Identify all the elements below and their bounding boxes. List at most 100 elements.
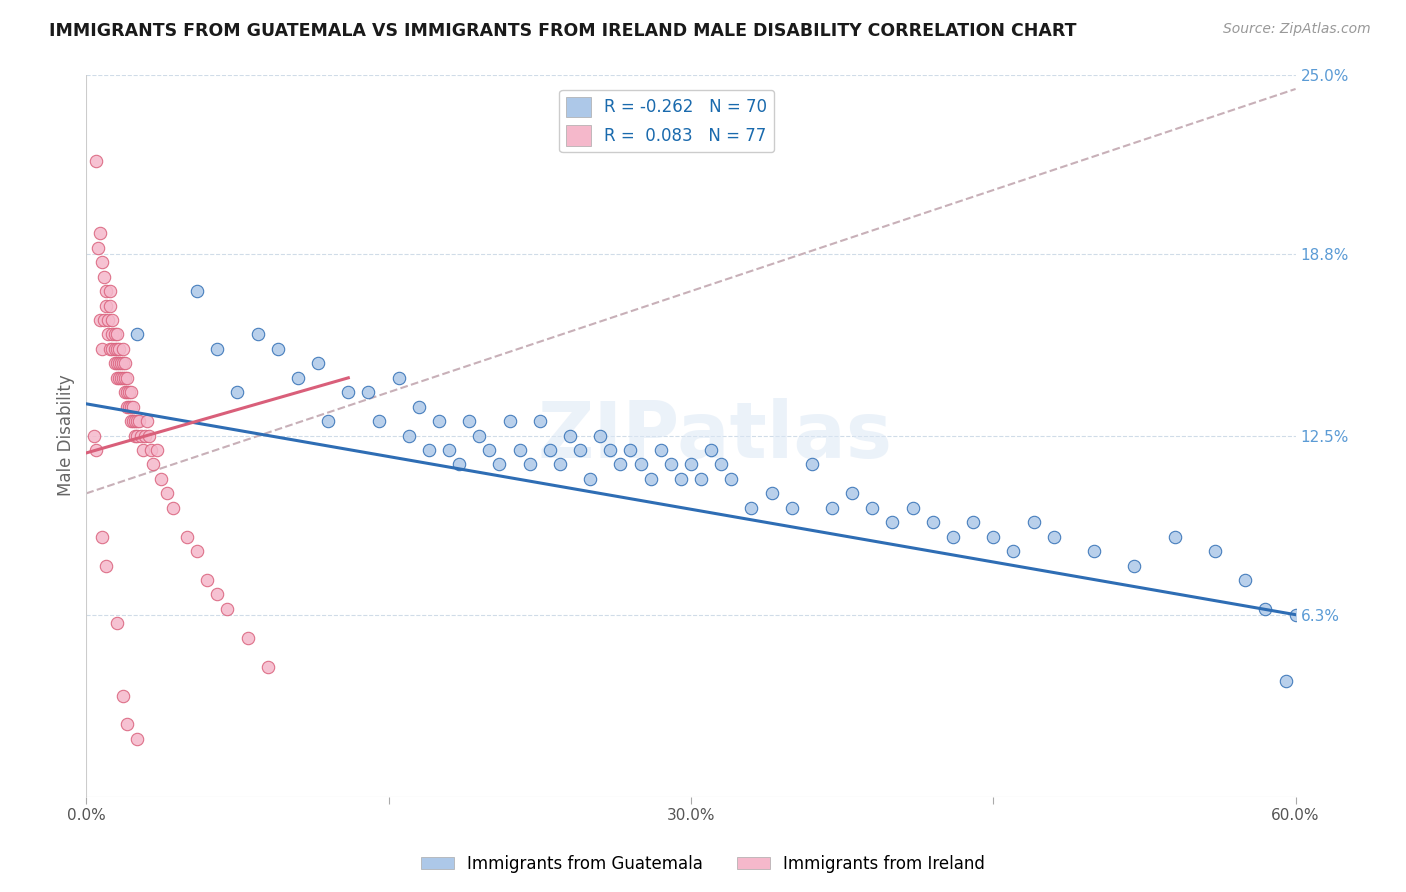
Point — [659, 458, 682, 472]
Point — [529, 414, 551, 428]
Point — [96, 558, 118, 573]
Point — [437, 443, 460, 458]
Point — [780, 500, 803, 515]
Point — [1163, 530, 1185, 544]
Point — [125, 414, 148, 428]
Point — [287, 371, 309, 385]
Point — [337, 385, 360, 400]
Point — [101, 342, 124, 356]
Point — [246, 327, 269, 342]
Point — [114, 385, 136, 400]
Point — [115, 371, 138, 385]
Point — [418, 443, 440, 458]
Point — [114, 371, 136, 385]
Point — [156, 486, 179, 500]
Point — [101, 327, 124, 342]
Point — [398, 428, 420, 442]
Point — [100, 342, 122, 356]
Point — [105, 371, 128, 385]
Point — [162, 500, 184, 515]
Point — [105, 616, 128, 631]
Point — [103, 327, 125, 342]
Point — [901, 500, 924, 515]
Point — [134, 428, 156, 442]
Point — [110, 371, 132, 385]
Point — [1204, 544, 1226, 558]
Point — [1002, 544, 1025, 558]
Point — [841, 486, 863, 500]
Point — [1123, 558, 1146, 573]
Legend: Immigrants from Guatemala, Immigrants from Ireland: Immigrants from Guatemala, Immigrants fr… — [415, 848, 991, 880]
Point — [408, 400, 430, 414]
Point — [107, 356, 129, 370]
Point — [89, 313, 111, 327]
Point — [579, 472, 602, 486]
Point — [146, 443, 169, 458]
Point — [207, 342, 229, 356]
Point — [103, 356, 125, 370]
Point — [89, 227, 111, 241]
Point — [125, 731, 148, 746]
Point — [1234, 573, 1257, 587]
Point — [962, 515, 984, 529]
Point — [105, 356, 128, 370]
Point — [882, 515, 904, 529]
Point — [120, 400, 142, 414]
Point — [121, 400, 143, 414]
Point — [1274, 674, 1296, 689]
Point — [256, 659, 278, 673]
Point — [316, 414, 339, 428]
Point — [101, 313, 124, 327]
Y-axis label: Male Disability: Male Disability — [58, 375, 75, 497]
Point — [149, 472, 172, 486]
Point — [107, 342, 129, 356]
Point — [115, 717, 138, 731]
Point — [548, 458, 571, 472]
Point — [100, 299, 122, 313]
Point — [111, 356, 134, 370]
Point — [107, 371, 129, 385]
Point — [128, 414, 150, 428]
Point — [135, 414, 157, 428]
Point — [226, 385, 249, 400]
Point — [458, 414, 481, 428]
Point — [498, 414, 520, 428]
Point — [589, 428, 612, 442]
Point — [124, 414, 146, 428]
Point — [558, 428, 581, 442]
Point — [640, 472, 662, 486]
Point — [538, 443, 561, 458]
Point — [630, 458, 652, 472]
Point — [96, 299, 118, 313]
Point — [142, 458, 165, 472]
Point — [821, 500, 844, 515]
Point — [1284, 607, 1306, 622]
Point — [761, 486, 783, 500]
Point — [357, 385, 380, 400]
Point — [117, 400, 139, 414]
Point — [1022, 515, 1045, 529]
Point — [449, 458, 471, 472]
Point — [120, 385, 142, 400]
Point — [91, 255, 114, 269]
Point — [981, 530, 1004, 544]
Point — [111, 371, 134, 385]
Point — [114, 356, 136, 370]
Point — [217, 602, 239, 616]
Point — [139, 443, 162, 458]
Point — [115, 400, 138, 414]
Point — [186, 284, 208, 298]
Point — [129, 428, 152, 442]
Point — [207, 587, 229, 601]
Point — [186, 544, 208, 558]
Point — [132, 443, 155, 458]
Point — [86, 443, 108, 458]
Point — [120, 414, 142, 428]
Point — [942, 530, 965, 544]
Point — [125, 327, 148, 342]
Point — [700, 443, 723, 458]
Point — [91, 530, 114, 544]
Point — [609, 458, 631, 472]
Point — [115, 385, 138, 400]
Point — [91, 342, 114, 356]
